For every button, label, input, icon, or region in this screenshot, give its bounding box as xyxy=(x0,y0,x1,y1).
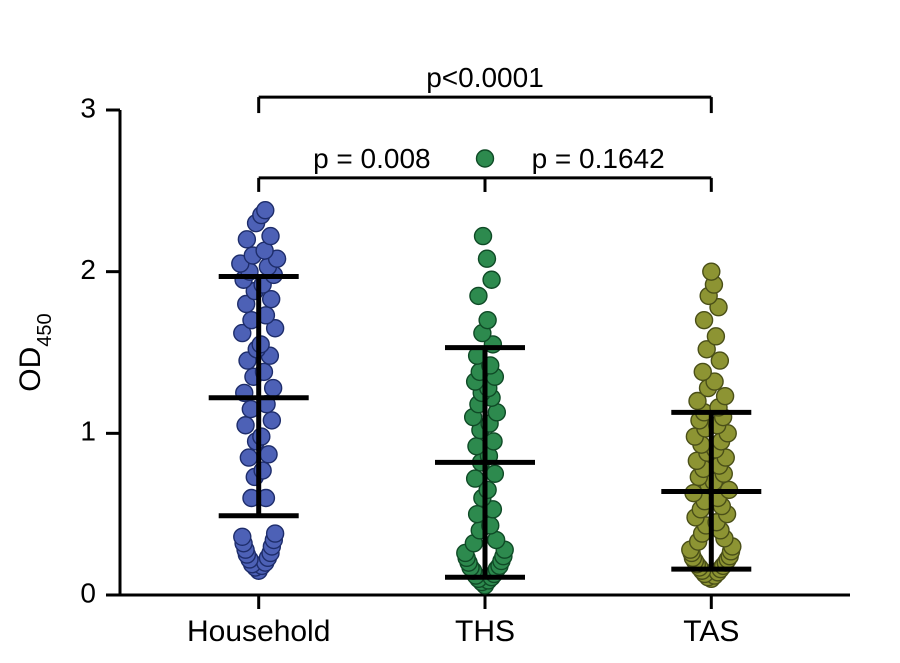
y-axis-label-main: OD xyxy=(14,347,47,392)
y-axis-label-sub: 450 xyxy=(34,313,56,346)
data-point xyxy=(694,363,711,380)
y-tick-label: 0 xyxy=(80,577,96,608)
data-point xyxy=(257,202,274,219)
data-point xyxy=(253,428,270,445)
x-category-label: THS xyxy=(455,615,515,648)
plot-bg xyxy=(0,0,900,663)
data-point xyxy=(237,417,254,434)
data-point xyxy=(467,470,484,487)
data-point xyxy=(478,250,495,267)
y-tick-label: 3 xyxy=(80,92,96,123)
x-category-label: Household xyxy=(187,615,330,648)
scatter-chart: 0 1 2 3 OD450 Household THS TAS p = 0.008 p = 0.1… xyxy=(0,0,900,663)
data-point xyxy=(234,528,251,545)
comparison-label: p = 0.008 xyxy=(313,143,431,174)
y-tick-label: 1 xyxy=(80,416,96,447)
comparison-label: p<0.0001 xyxy=(426,62,544,93)
x-category-label: TAS xyxy=(683,615,739,648)
y-tick-label: 2 xyxy=(80,254,96,285)
data-point xyxy=(479,312,496,329)
data-point xyxy=(470,287,487,304)
data-point xyxy=(486,465,503,482)
data-point xyxy=(717,388,734,405)
data-point xyxy=(707,328,724,345)
data-point xyxy=(483,271,500,288)
data-point xyxy=(265,380,282,397)
data-point xyxy=(262,228,279,245)
data-point xyxy=(696,312,713,329)
data-point xyxy=(260,446,277,463)
data-point xyxy=(240,449,257,466)
data-point xyxy=(238,231,255,248)
data-point xyxy=(263,412,280,429)
data-point xyxy=(477,150,494,167)
data-point xyxy=(475,228,492,245)
data-point xyxy=(267,525,284,542)
comparison-label: p = 0.1642 xyxy=(532,143,665,174)
data-point xyxy=(703,263,720,280)
data-point xyxy=(468,438,485,455)
